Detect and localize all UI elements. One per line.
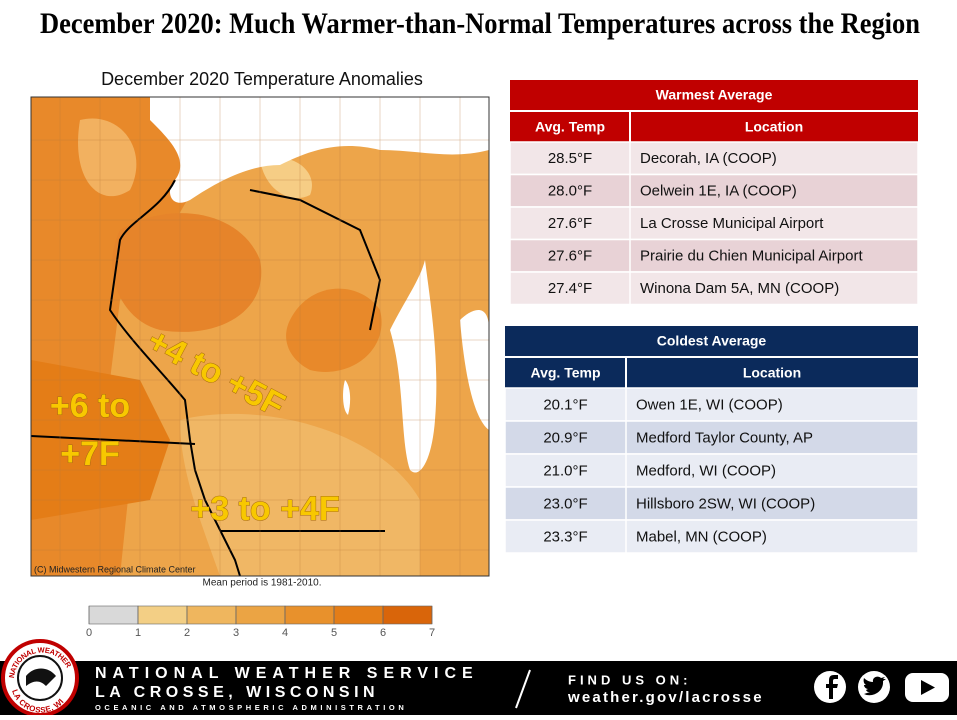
footer-org: NATIONAL WEATHER SERVICE <box>95 665 479 682</box>
table-cell-temp: 27.6°F <box>548 248 592 265</box>
map-note: Mean period is 1981-2010. <box>203 578 322 589</box>
social-icons <box>814 671 949 703</box>
table-row-bg <box>509 271 919 306</box>
legend: 0 1 2 3 4 5 6 7 <box>86 605 435 639</box>
annotation: +6 to +7F <box>49 386 130 473</box>
legend-tick-label: 6 <box>380 627 386 639</box>
table-title: Warmest Average <box>656 87 773 103</box>
annotation-text: +7F <box>60 435 120 473</box>
legend-tick-label: 4 <box>282 627 288 639</box>
table-row-bg <box>504 420 919 455</box>
slide-title: December 2020: Much Warmer-than-Normal T… <box>40 7 920 40</box>
table-row-bg <box>504 519 919 554</box>
footer-url: weather.gov/lacrosse <box>567 689 764 706</box>
table-cell-temp: 28.0°F <box>548 183 592 200</box>
table: Warmest Average Avg. Temp Location 28.5°F De… <box>509 80 919 306</box>
map-credit: (C) Midwestern Regional Climate Center <box>34 564 196 574</box>
footer-divider <box>515 669 531 709</box>
cool-region <box>260 157 312 199</box>
table: Coldest Average Avg. Temp Location 20.1°F Ow… <box>504 326 919 554</box>
table-row-bg <box>504 387 919 422</box>
legend-tick-label: 7 <box>429 627 435 639</box>
table-header: Avg. Temp <box>530 365 600 381</box>
twitter-glyph <box>863 676 886 696</box>
legend-swatch <box>186 605 237 625</box>
table-cell-location: Prairie du Chien Municipal Airport <box>640 248 863 265</box>
legend-swatch <box>88 605 139 625</box>
table-header: Location <box>743 365 801 381</box>
county-lines <box>31 97 489 576</box>
facebook-glyph <box>826 675 838 699</box>
table-row-bg <box>504 486 919 521</box>
lake-winnebago <box>343 380 351 415</box>
table-cell-temp: 28.5°F <box>548 150 592 167</box>
map-frame <box>30 96 490 577</box>
table-row-bg <box>509 173 919 208</box>
table-cell-location: La Crosse Municipal Airport <box>640 215 824 232</box>
legend-tick-label: 2 <box>184 627 190 639</box>
legend-tick-label: 5 <box>331 627 337 639</box>
table-row-bg <box>509 206 919 241</box>
lake-michigan <box>390 260 437 473</box>
table-cell-location: Decorah, IA (COOP) <box>640 150 777 167</box>
table-header: Location <box>745 119 803 135</box>
logo-mark <box>26 668 56 686</box>
table-header-bg <box>510 112 918 142</box>
table-cell-location: Hillsboro 2SW, WI (COOP) <box>636 495 815 512</box>
table-cell-temp: 27.6°F <box>548 215 592 232</box>
table-cell-temp: 20.1°F <box>543 396 587 413</box>
youtube-glyph <box>921 680 935 695</box>
table-cell-location: Medford Taylor County, AP <box>636 429 813 446</box>
footer-find: FIND US ON: <box>568 672 691 687</box>
footer-band <box>0 661 957 715</box>
state-borders <box>31 179 385 576</box>
footer-parent: OCEANIC AND ATMOSPHERIC ADMINISTRATION <box>95 703 407 712</box>
legend-swatch <box>382 605 433 625</box>
tables: Warmest Average Avg. Temp Location 28.5°F De… <box>504 80 919 554</box>
annotation-text: +3 to +4F <box>190 490 339 528</box>
table-title-bg <box>510 80 918 110</box>
annotation-text: +6 to <box>50 387 130 425</box>
table-cell-location: Mabel, MN (COOP) <box>636 528 767 545</box>
table-cell-temp: 21.0°F <box>543 462 587 479</box>
table-cell-location: Winona Dam 5A, MN (COOP) <box>640 280 839 297</box>
table-cell-temp: 23.0°F <box>543 495 587 512</box>
legend-swatch <box>333 605 384 625</box>
table-header-bg <box>505 358 918 388</box>
table-cell-location: Oelwein 1E, IA (COOP) <box>640 183 797 200</box>
table-title-bg <box>505 326 918 356</box>
legend-tick-label: 3 <box>233 627 239 639</box>
map <box>31 97 489 576</box>
legend-swatch <box>137 605 188 625</box>
table-cell-temp: 27.4°F <box>548 280 592 297</box>
table-cell-temp: 20.9°F <box>543 429 587 446</box>
legend-swatch <box>235 605 286 625</box>
warm-region <box>286 288 382 372</box>
lake-superior <box>150 97 489 203</box>
table-row-bg <box>509 238 919 273</box>
cool-region <box>78 118 137 197</box>
legend-swatch <box>284 605 335 625</box>
table-cell-temp: 23.3°F <box>543 528 587 545</box>
table-row-bg <box>504 453 919 488</box>
legend-tick-label: 1 <box>135 627 141 639</box>
map-title: December 2020 Temperature Anomalies <box>101 69 423 89</box>
warm-region <box>112 213 262 332</box>
table-title: Coldest Average <box>657 333 767 349</box>
footer-office: LA CROSSE, WISCONSIN <box>95 684 379 701</box>
legend-tick-label: 0 <box>86 627 92 639</box>
table-cell-location: Medford, WI (COOP) <box>636 462 776 479</box>
annotation: +3 to +4F <box>190 489 340 528</box>
table-header: Avg. Temp <box>535 119 605 135</box>
table-cell-location: Owen 1E, WI (COOP) <box>636 396 783 413</box>
